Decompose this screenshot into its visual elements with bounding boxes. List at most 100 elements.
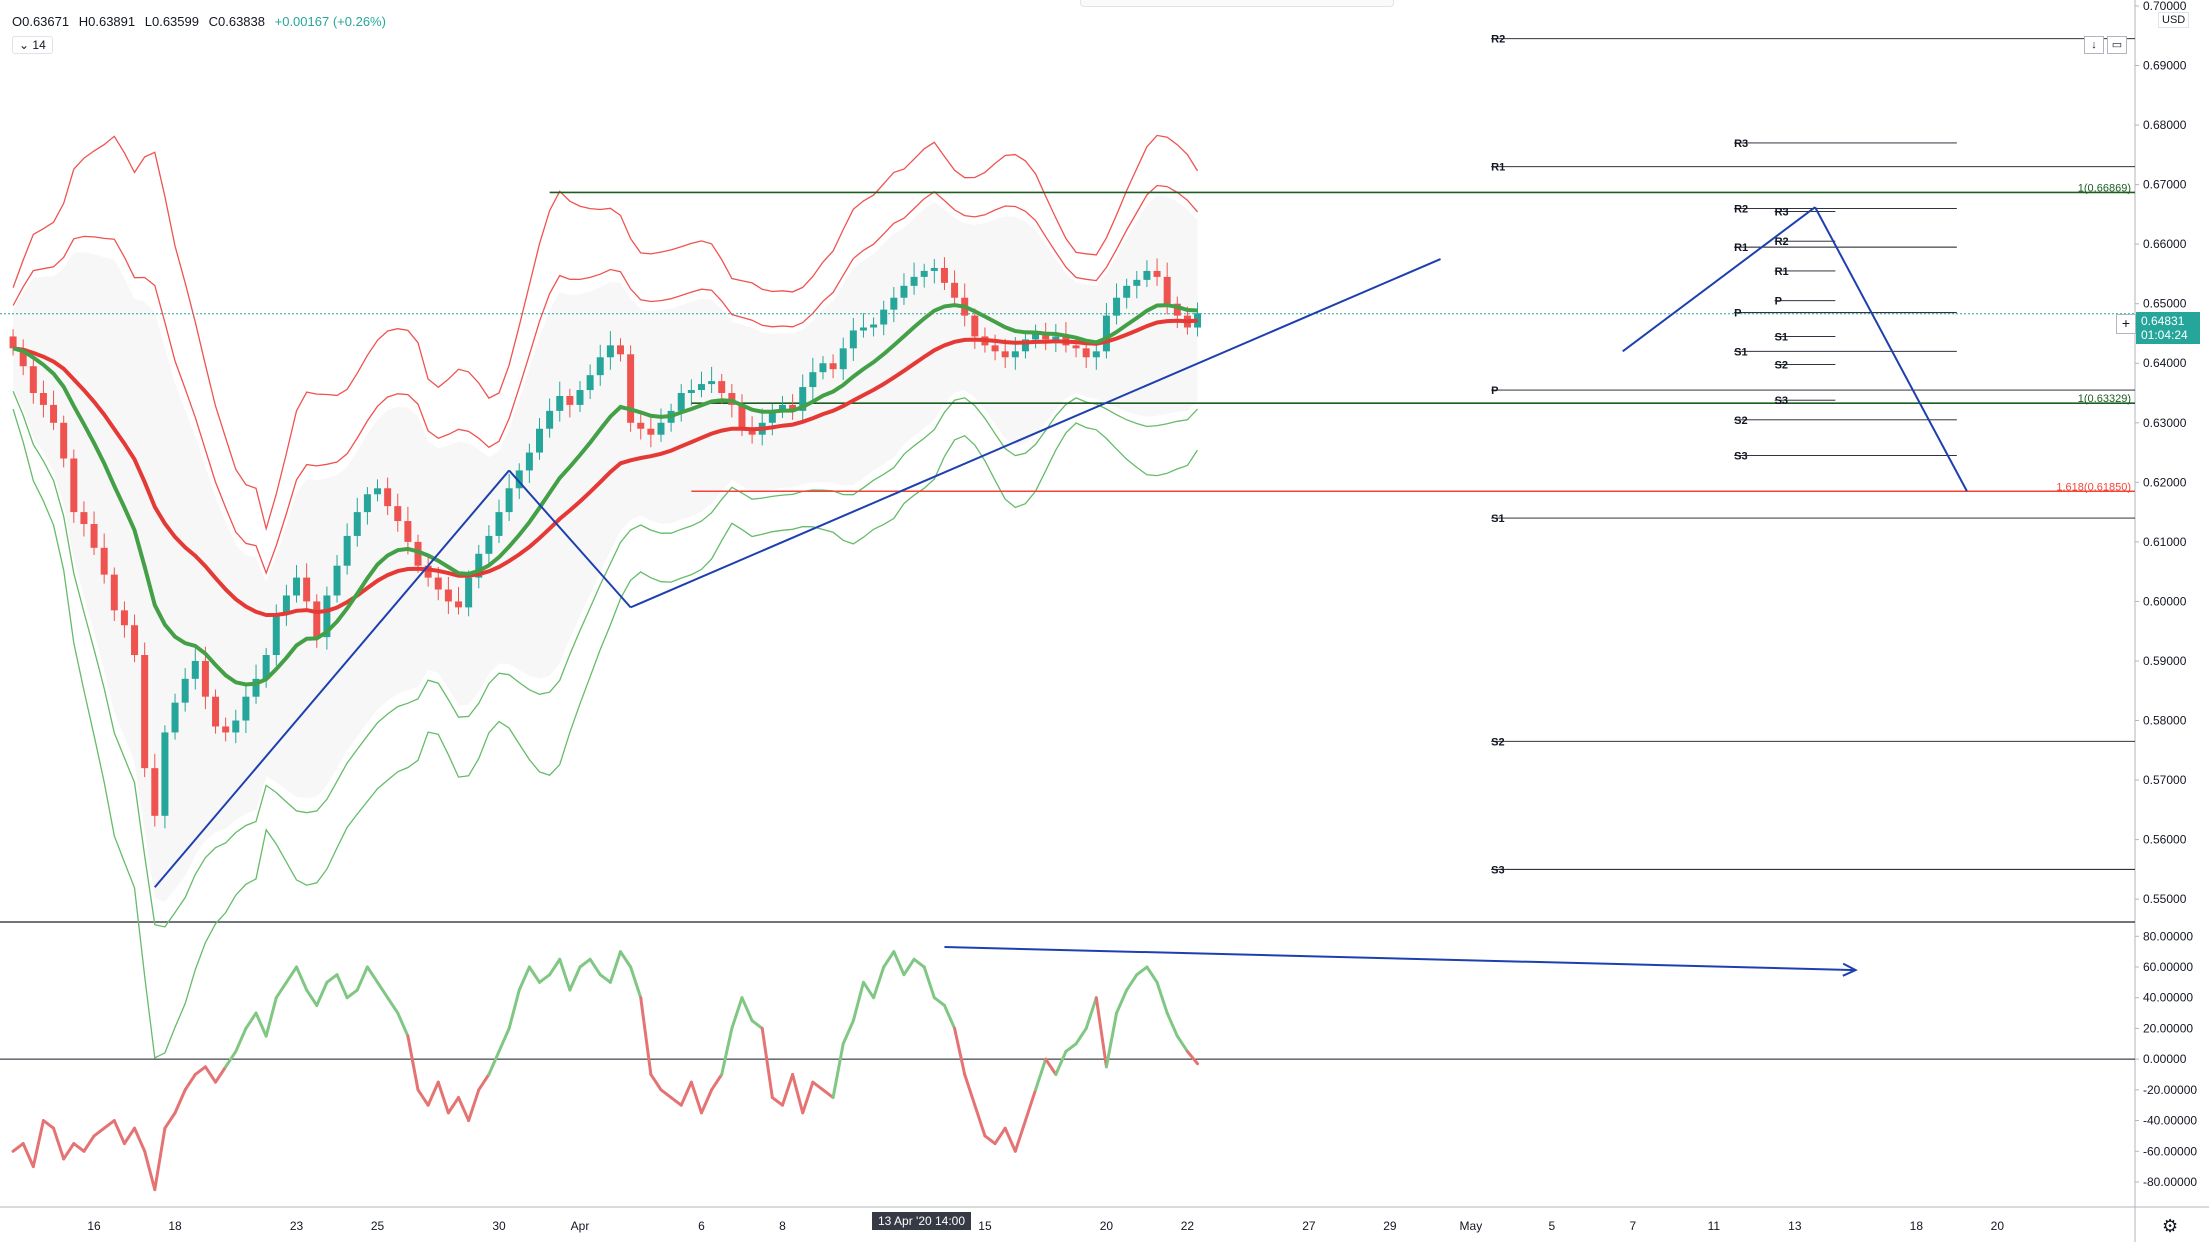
daily-pivot-label: S3 [1775, 395, 1788, 407]
candle-body [232, 720, 240, 733]
candle-body [586, 375, 594, 391]
candle-body [404, 521, 412, 542]
candle-body [647, 428, 655, 435]
time-tick-label: 30 [492, 1219, 506, 1233]
candle-body [849, 330, 857, 349]
oscillator-segment [983, 1134, 997, 1146]
monthly-pivot-label: P [1491, 385, 1498, 397]
oscillator-segment [730, 996, 744, 1030]
oscillator-segment [548, 957, 562, 977]
candle-body [323, 595, 331, 638]
candle-body [748, 428, 756, 435]
oscillator-segment [720, 1026, 734, 1076]
candle-body [444, 589, 452, 602]
candle-body [39, 393, 47, 405]
candle-body [789, 404, 797, 411]
candle-body [272, 613, 280, 656]
oscillator-segment [193, 1065, 207, 1076]
indicator-toggle[interactable]: ⌄ 14 [12, 36, 53, 54]
add-plus-icon[interactable]: + [2116, 314, 2136, 334]
oscillator-segment [315, 980, 329, 1007]
candle-body [951, 282, 959, 298]
time-tick-label: 11 [1708, 1219, 1721, 1233]
oscillator-segment [780, 1072, 795, 1107]
chevron-down-icon: ⌄ [19, 38, 30, 52]
oscillator-tick-label: 80.00000 [2143, 929, 2193, 943]
candle-body [1072, 345, 1080, 349]
divergence-line [944, 946, 1856, 972]
oscillator-segment [1125, 973, 1139, 992]
high-value: H0.63891 [78, 14, 136, 29]
candle-body [920, 270, 928, 277]
candle-body [384, 488, 392, 507]
candle-body [181, 678, 189, 703]
weekly-pivot-label: S3 [1734, 451, 1747, 463]
price-tick-label: 0.62000 [2143, 475, 2187, 489]
oscillator-segment [254, 1011, 268, 1038]
price-tick-label: 0.65000 [2143, 297, 2187, 311]
oscillator-segment [214, 1065, 228, 1084]
oscillator-segment [629, 965, 643, 1000]
candle-body [1001, 351, 1009, 358]
candle-body [505, 488, 513, 513]
oscillator-segment [598, 973, 612, 984]
candle-body [708, 381, 716, 385]
last-price-tag: 0.64831 01:04:24 [2136, 312, 2200, 344]
candle-body [1143, 270, 1151, 280]
time-tick-label: 15 [978, 1219, 992, 1233]
price-tick-label: 0.59000 [2143, 654, 2187, 668]
oscillator-segment [527, 965, 541, 984]
oscillator-segment [953, 1026, 967, 1076]
oscillator-segment [922, 965, 936, 1000]
monthly-pivot-label: S3 [1491, 864, 1504, 876]
chart-top-control[interactable] [1080, 0, 1394, 7]
maximize-icon[interactable]: ▭ [2107, 36, 2127, 54]
candle-body [353, 512, 361, 536]
price-tick-label: 0.63000 [2143, 416, 2187, 430]
time-tick-label: 25 [371, 1219, 385, 1233]
ohlc-readout: O0.63671 H0.63891 L0.63599 C0.63838 +0.0… [12, 14, 392, 29]
candle-body [141, 655, 149, 769]
oscillator-segment [963, 1072, 977, 1107]
candle-body [1194, 313, 1202, 328]
candle-body [60, 422, 68, 459]
oscillator-segment [133, 1126, 147, 1153]
candle-body [556, 395, 564, 411]
oscillator-segment [224, 1049, 238, 1069]
candle-body [343, 535, 351, 566]
oscillator-segment [62, 1142, 76, 1161]
oscillator-segment [618, 950, 633, 969]
oscillator-segment [446, 1096, 461, 1115]
arrow-down-icon[interactable]: ↓ [2084, 36, 2104, 54]
candle-body [687, 390, 695, 394]
daily-pivot-label: R2 [1775, 236, 1789, 248]
candle-body [9, 336, 17, 349]
gear-icon[interactable]: ⚙ [2162, 1216, 2179, 1236]
candle-body [70, 458, 78, 513]
oscillator-segment [892, 950, 906, 977]
candle-body [1092, 351, 1100, 358]
oscillator-segment [497, 1026, 511, 1053]
oscillator-segment [791, 1072, 805, 1115]
oscillator-segment [699, 1088, 714, 1115]
candle-body [1011, 351, 1019, 358]
low-value: L0.63599 [144, 14, 199, 29]
oscillator-segment [993, 1126, 1007, 1146]
currency-label[interactable]: USD [2158, 12, 2190, 28]
oscillator-segment [406, 1034, 420, 1092]
oscillator-segment [173, 1088, 187, 1115]
time-tick-label: 20 [1991, 1219, 2005, 1233]
candle-body [1032, 333, 1040, 340]
oscillator-segment [376, 980, 390, 1000]
oscillator-segment [841, 1019, 855, 1046]
oscillator-segment [1044, 1057, 1058, 1076]
candle-body [363, 494, 371, 513]
candle-body [900, 285, 908, 298]
candle-body [212, 696, 220, 727]
oscillator-segment [325, 973, 339, 984]
candle-body [718, 381, 726, 394]
oscillator-tick-label: 40.00000 [2143, 991, 2193, 1005]
candle-body [971, 315, 979, 337]
candle-body [424, 565, 432, 578]
